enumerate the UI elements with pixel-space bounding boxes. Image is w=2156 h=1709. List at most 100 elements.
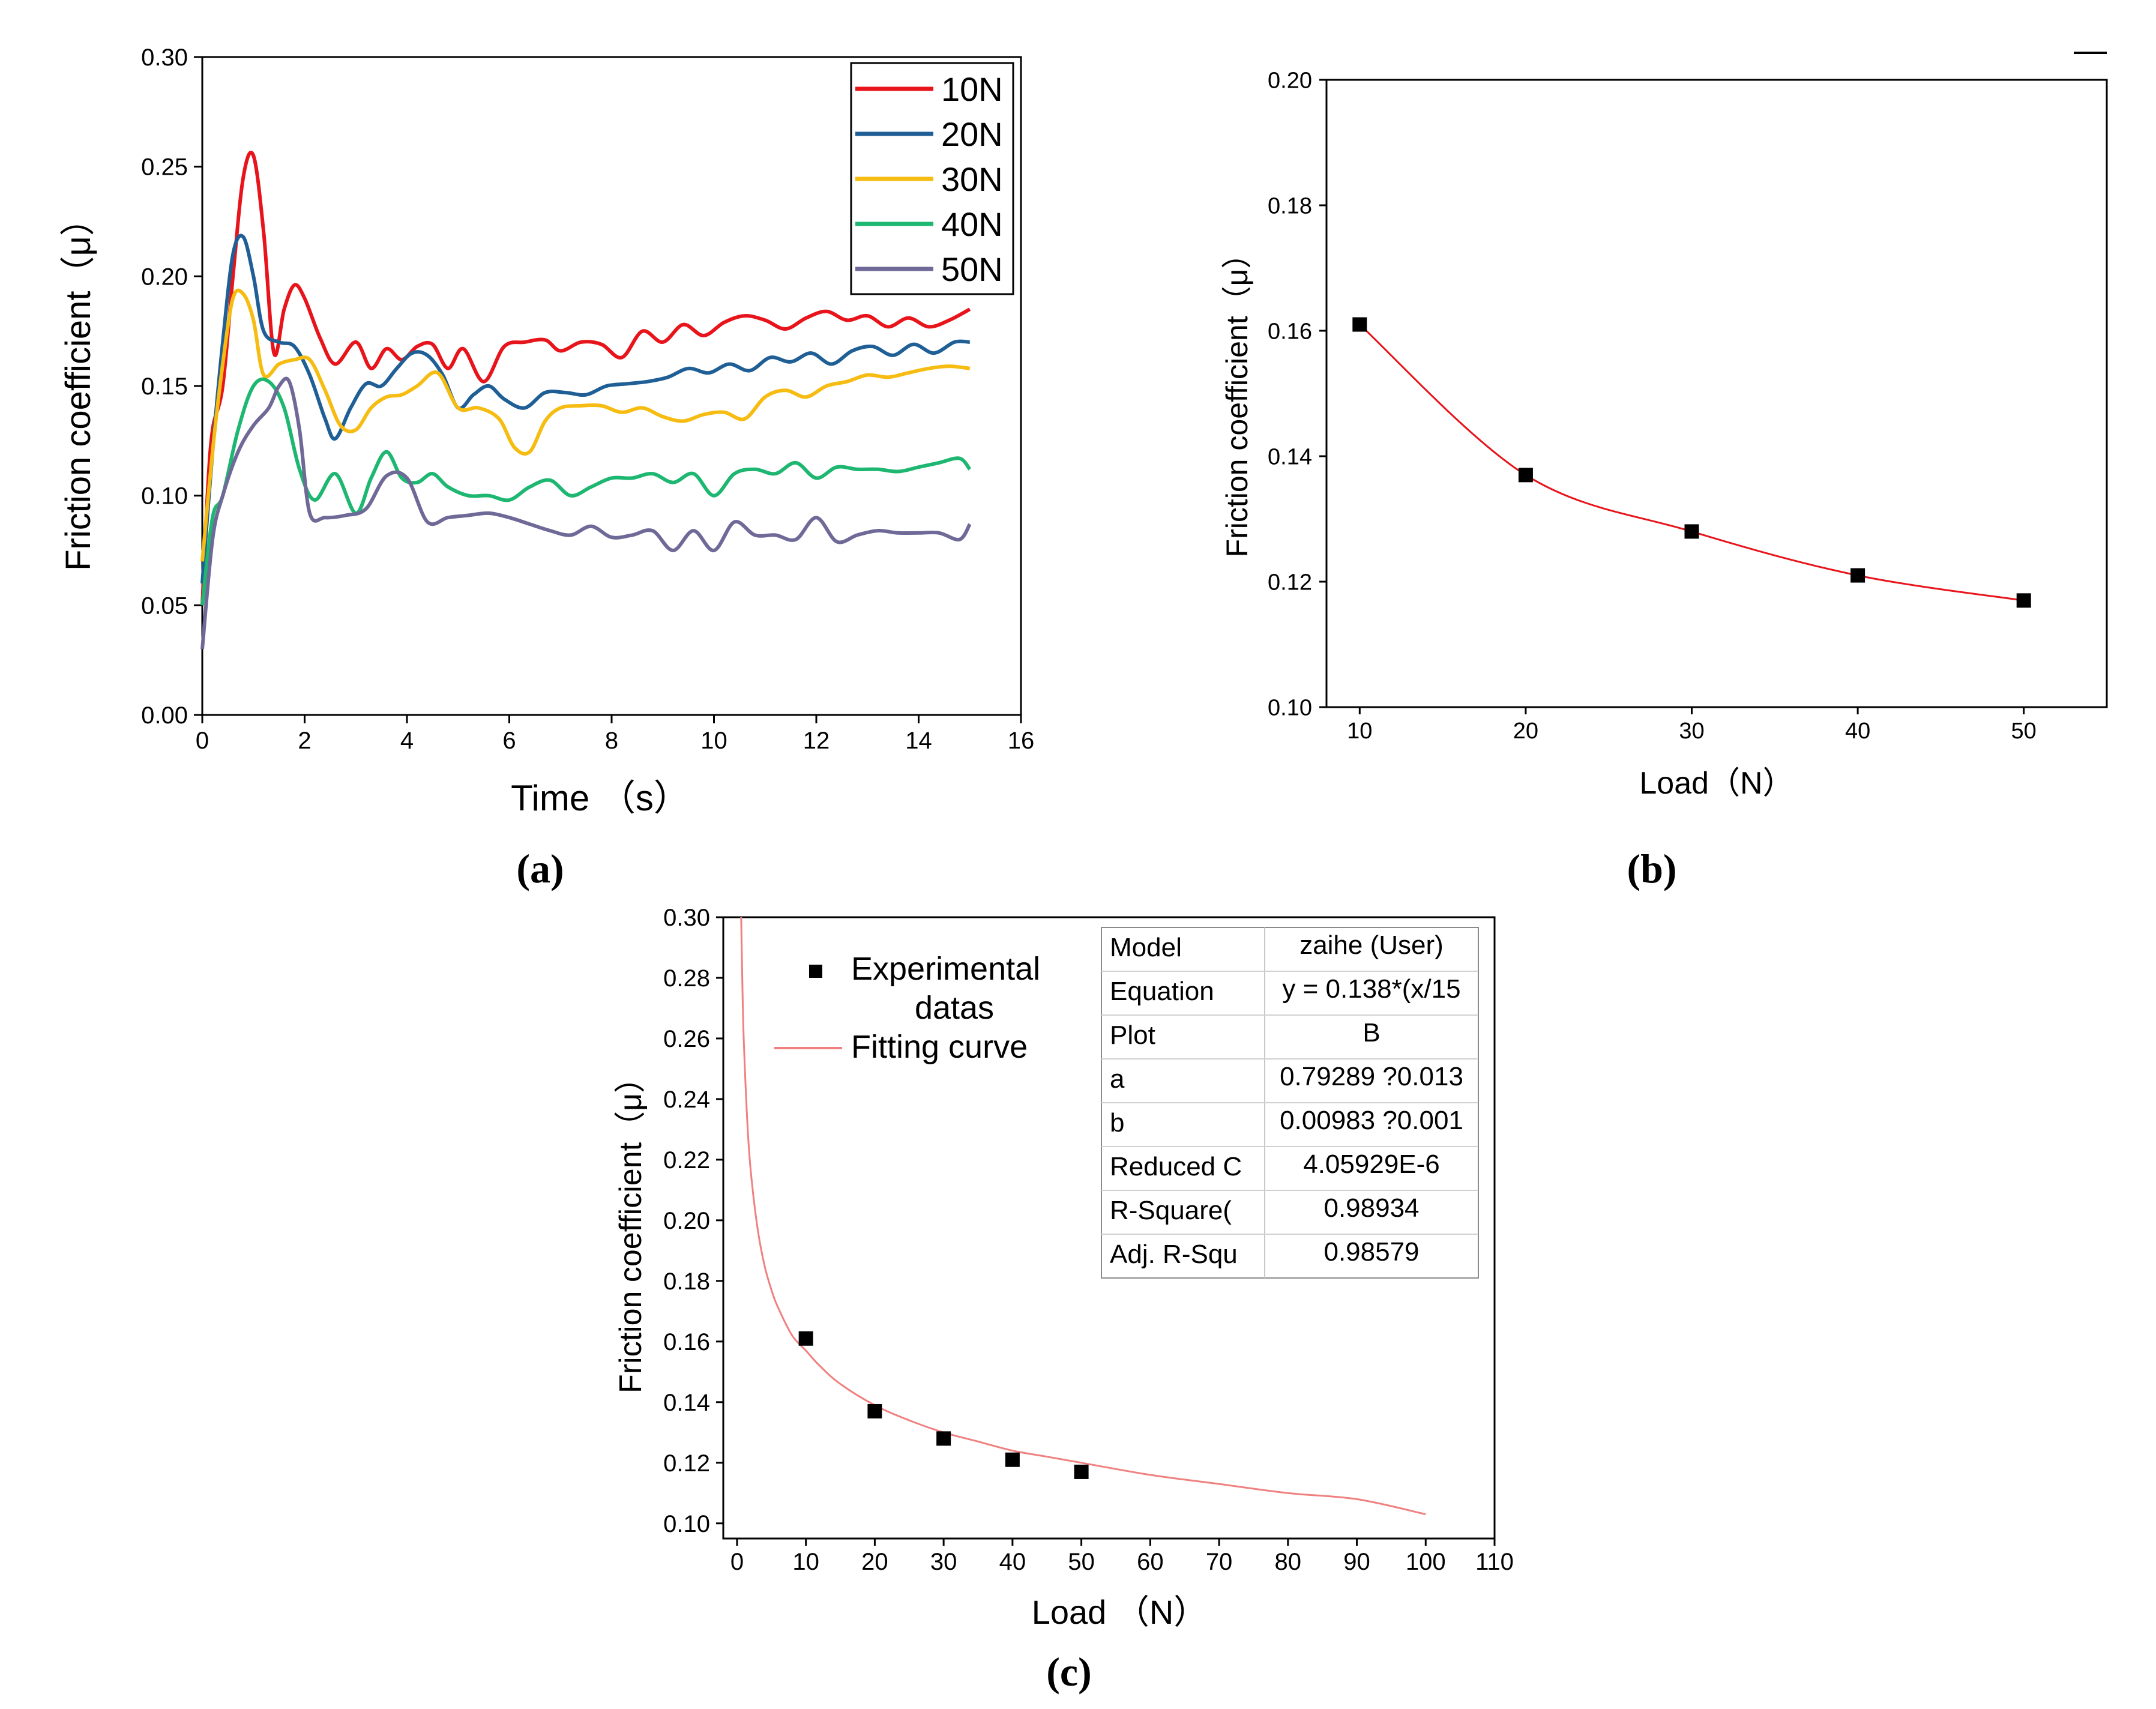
axes-b: 10 20 30 40 50 0.10 0.12 0.14 0.16 0.18 0.20 bbox=[1268, 68, 2037, 744]
x-tick-label-c: 80 bbox=[1275, 1549, 1302, 1575]
data-point-50N bbox=[2016, 593, 2031, 608]
data-point-40N bbox=[1850, 568, 1865, 583]
x-tick-label-b: 50 bbox=[2011, 719, 2037, 744]
legend-c: Experimental datas Fitting curve bbox=[774, 951, 1040, 1065]
y-tick-label-b: 0.16 bbox=[1268, 319, 1312, 344]
y-tick-label-c: 0.10 bbox=[663, 1511, 710, 1537]
series-lines-c bbox=[740, 917, 1426, 1516]
data-point-40N bbox=[1005, 1452, 1020, 1467]
legend-label-experimental-cont: datas bbox=[915, 990, 994, 1026]
y-tick-label-b: 0.18 bbox=[1268, 193, 1312, 219]
y-axis-label-a: Friction coefficient（μ） bbox=[59, 201, 98, 571]
x-tick-label-a: 12 bbox=[803, 728, 830, 754]
fit-table-key: Reduced C bbox=[1110, 1152, 1242, 1181]
x-tick-label-b: 20 bbox=[1513, 719, 1538, 744]
x-tick-label-a: 10 bbox=[700, 728, 727, 754]
legend-label-20N: 20N bbox=[941, 115, 1003, 153]
chart-panel-a: 0 2 4 6 8 10 12 14 16 0.00 0.05 0.10 0.15 0.20 0.25 0.3… bbox=[59, 44, 1034, 891]
x-axis-label-a: Time （s） bbox=[511, 778, 690, 818]
fit-table-value: 0.98579 bbox=[1323, 1237, 1419, 1267]
fit-table-key: Plot bbox=[1110, 1020, 1155, 1050]
plot-area-b bbox=[1325, 79, 2108, 708]
y-tick-label-a: 0.20 bbox=[141, 264, 188, 290]
y-axis-label-c: Friction coefficient（μ） bbox=[613, 1062, 648, 1393]
x-tick-label-a: 4 bbox=[400, 728, 414, 754]
y-tick-label-c: 0.18 bbox=[663, 1268, 710, 1295]
fit-parameters-table: Model zaihe (User) Equation y = 0.138*(x/15… bbox=[1101, 927, 1479, 1279]
fit-table-value: zaihe (User) bbox=[1299, 930, 1444, 960]
chart-panel-c: 0 10 20 30 40 50 60 70 80 90 100 110 0.10 0.12 0.14 0.1… bbox=[613, 905, 1514, 1695]
y-tick-label-a: 0.15 bbox=[141, 373, 188, 400]
y-axis-label-b: Friction coefficient（μ） bbox=[1220, 239, 1254, 558]
y-tick-label-a: 0.10 bbox=[141, 483, 188, 510]
x-tick-label-c: 30 bbox=[930, 1549, 957, 1575]
fit-table-value: 0.00983 ?0.001 bbox=[1280, 1106, 1463, 1135]
series-lines-b bbox=[1352, 317, 2031, 608]
y-tick-label-c: 0.12 bbox=[663, 1450, 710, 1477]
series-line-30N bbox=[200, 288, 971, 562]
axes-a: 0 2 4 6 8 10 12 14 16 0.00 0.05 0.10 0.15 0.20 0.25 0.3… bbox=[141, 44, 1034, 754]
x-tick-label-c: 20 bbox=[861, 1549, 888, 1575]
x-tick-label-c: 100 bbox=[1406, 1549, 1446, 1575]
x-tick-label-b: 10 bbox=[1347, 719, 1372, 744]
x-tick-label-b: 40 bbox=[1845, 719, 1870, 744]
fit-table-key: Equation bbox=[1110, 977, 1214, 1006]
fit-table-value: 0.98934 bbox=[1323, 1193, 1419, 1223]
x-tick-label-a: 0 bbox=[196, 728, 209, 754]
legend-marker-experimental bbox=[809, 965, 822, 978]
y-tick-label-c: 0.24 bbox=[663, 1087, 710, 1113]
x-axis-label-c: Load （N） bbox=[1032, 1593, 1208, 1631]
series-line-40N bbox=[200, 377, 972, 606]
legend-label-fitting: Fitting curve bbox=[851, 1029, 1028, 1065]
fit-table-key: a bbox=[1110, 1064, 1125, 1094]
fit-table-value: y = 0.138*(x/15 bbox=[1282, 974, 1460, 1004]
y-tick-label-a: 0.05 bbox=[141, 592, 188, 619]
fit-table-key: R-Square( bbox=[1110, 1196, 1232, 1225]
series-line-load bbox=[1359, 324, 2024, 601]
fit-table-key: b bbox=[1110, 1108, 1124, 1138]
x-tick-label-c: 110 bbox=[1475, 1549, 1514, 1575]
series-lines-a bbox=[200, 151, 972, 650]
data-point-30N bbox=[1684, 524, 1699, 539]
fit-table-value: B bbox=[1363, 1018, 1380, 1047]
data-point-10N bbox=[1352, 317, 1367, 332]
legend-label-experimental: Experimental bbox=[851, 951, 1040, 987]
fit-table-key: Model bbox=[1110, 933, 1182, 962]
panel-label-b: (b) bbox=[1627, 846, 1676, 891]
x-tick-label-a: 14 bbox=[905, 728, 932, 754]
y-tick-label-a: 0.00 bbox=[141, 702, 188, 729]
data-point-10N bbox=[798, 1331, 813, 1346]
y-tick-label-a: 0.25 bbox=[141, 154, 188, 181]
x-tick-label-c: 60 bbox=[1137, 1549, 1164, 1575]
data-point-20N bbox=[867, 1403, 882, 1418]
legend-label-40N: 40N bbox=[941, 205, 1003, 243]
series-line-20N bbox=[200, 234, 970, 584]
y-tick-label-b: 0.12 bbox=[1268, 570, 1312, 595]
chart-panel-b: 10 20 30 40 50 0.10 0.12 0.14 0.16 0.18 0.20 Load（… bbox=[1220, 68, 2108, 891]
legend-label-30N: 30N bbox=[941, 160, 1003, 198]
x-tick-label-a: 6 bbox=[502, 728, 516, 754]
x-axis-label-b: Load（N） bbox=[1639, 766, 1793, 801]
x-tick-label-c: 50 bbox=[1068, 1549, 1095, 1575]
y-tick-label-a: 0.30 bbox=[141, 44, 188, 71]
y-tick-label-c: 0.14 bbox=[663, 1390, 710, 1416]
series-line-50N bbox=[200, 376, 972, 650]
data-point-20N bbox=[1518, 468, 1533, 483]
y-tick-label-c: 0.22 bbox=[663, 1147, 710, 1174]
legend-a: 10N 20N 30N 40N 50N bbox=[850, 62, 1014, 295]
fit-table-value: 0.79289 ?0.013 bbox=[1280, 1062, 1463, 1091]
y-tick-label-c: 0.28 bbox=[663, 965, 710, 992]
y-tick-label-b: 0.10 bbox=[1268, 695, 1312, 720]
plot-area-c bbox=[722, 916, 1496, 1540]
x-tick-label-a: 2 bbox=[298, 728, 311, 754]
y-tick-label-c: 0.26 bbox=[663, 1026, 710, 1052]
y-tick-label-c: 0.16 bbox=[663, 1329, 710, 1355]
y-tick-label-b: 0.20 bbox=[1268, 68, 1312, 93]
panel-label-a: (a) bbox=[516, 846, 564, 891]
x-tick-label-c: 70 bbox=[1206, 1549, 1233, 1575]
x-tick-label-c: 0 bbox=[730, 1549, 744, 1575]
y-tick-label-c: 0.30 bbox=[663, 905, 710, 931]
x-tick-label-c: 40 bbox=[999, 1549, 1026, 1575]
series-line-10N bbox=[200, 151, 971, 606]
